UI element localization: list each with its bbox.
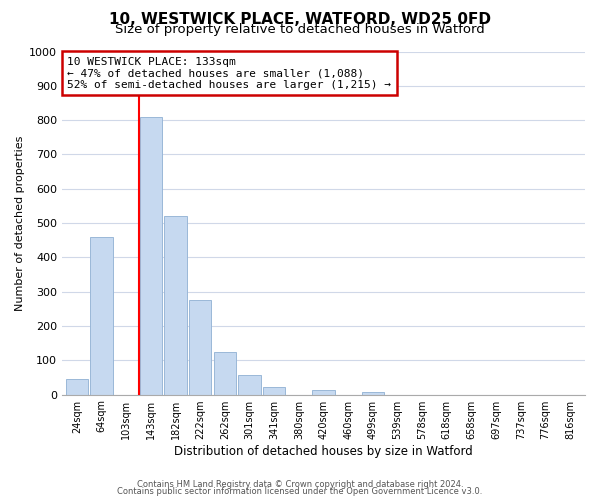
- X-axis label: Distribution of detached houses by size in Watford: Distribution of detached houses by size …: [174, 444, 473, 458]
- Y-axis label: Number of detached properties: Number of detached properties: [15, 136, 25, 310]
- Bar: [362, 392, 384, 394]
- Bar: [313, 390, 335, 394]
- Bar: [164, 216, 187, 394]
- Text: Size of property relative to detached houses in Watford: Size of property relative to detached ho…: [115, 22, 485, 36]
- Text: 10, WESTWICK PLACE, WATFORD, WD25 0FD: 10, WESTWICK PLACE, WATFORD, WD25 0FD: [109, 12, 491, 28]
- Text: 10 WESTWICK PLACE: 133sqm
← 47% of detached houses are smaller (1,088)
52% of se: 10 WESTWICK PLACE: 133sqm ← 47% of detac…: [67, 56, 391, 90]
- Bar: [140, 116, 162, 394]
- Bar: [66, 379, 88, 394]
- Bar: [238, 374, 260, 394]
- Bar: [189, 300, 211, 394]
- Text: Contains HM Land Registry data © Crown copyright and database right 2024.: Contains HM Land Registry data © Crown c…: [137, 480, 463, 489]
- Text: Contains public sector information licensed under the Open Government Licence v3: Contains public sector information licen…: [118, 487, 482, 496]
- Bar: [263, 387, 285, 394]
- Bar: [214, 352, 236, 395]
- Bar: [91, 237, 113, 394]
